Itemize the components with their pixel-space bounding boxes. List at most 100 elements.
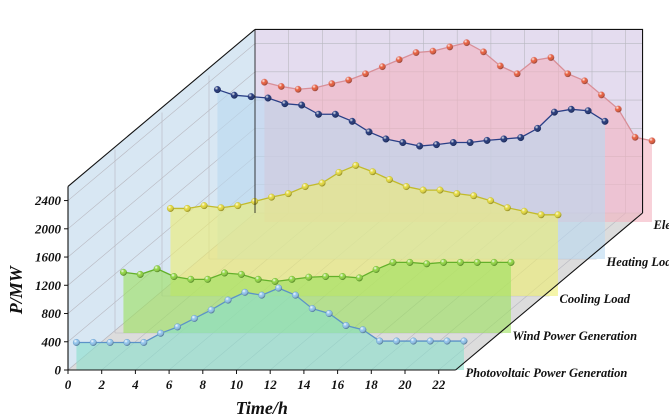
data-point-shade <box>352 162 360 169</box>
data-point-shade <box>416 142 423 150</box>
data-point-shade <box>298 101 305 109</box>
top-left-edge <box>67 29 256 187</box>
data-point-shade <box>359 326 367 334</box>
data-point-shade <box>487 197 494 204</box>
data-point-shade <box>339 273 346 280</box>
data-point-shade <box>389 259 397 266</box>
data-point-shade <box>204 276 211 283</box>
data-point-shade <box>315 110 322 118</box>
data-point-shade <box>446 43 454 51</box>
data-point-shade <box>393 337 400 345</box>
data-point-shade <box>311 84 319 92</box>
data-point-shade <box>261 78 268 86</box>
data-point-shade <box>170 273 178 280</box>
data-point-shade <box>123 339 131 346</box>
x-tick-label: 18 <box>365 377 379 392</box>
bottom-right-edge <box>455 212 643 371</box>
data-point-shade <box>294 85 302 93</box>
series-layer <box>72 39 656 370</box>
data-point-shade <box>530 57 538 64</box>
data-point-shade <box>412 49 420 56</box>
data-point-shade <box>631 133 639 141</box>
data-point-shade <box>258 291 266 299</box>
data-point-shade <box>89 339 97 346</box>
data-point-shade <box>426 337 434 345</box>
y-tick-label: 1600 <box>35 250 62 265</box>
data-point-shade <box>500 135 508 143</box>
data-point-shade <box>238 271 245 278</box>
data-point-shade <box>567 106 575 113</box>
data-point-shade <box>423 260 431 268</box>
data-point-shade <box>342 322 350 329</box>
x-tick-label: 4 <box>131 377 139 392</box>
data-point-shade <box>554 211 562 219</box>
data-point-shade <box>247 93 255 100</box>
data-point-shade <box>497 62 504 70</box>
x-tick-label: 10 <box>230 377 244 392</box>
data-point-shade <box>386 176 393 183</box>
x-axis-title: Time/h <box>236 398 288 418</box>
data-point-shade <box>406 259 414 266</box>
data-point-shade <box>369 168 376 176</box>
x-tick-label: 6 <box>166 377 173 392</box>
data-point-shade <box>264 94 272 102</box>
data-point-shade <box>318 179 326 187</box>
back-frame <box>255 28 644 213</box>
data-point-shade <box>537 211 545 219</box>
data-point-shade <box>214 86 221 93</box>
data-point-shade <box>490 259 498 266</box>
data-point-shade <box>470 192 478 200</box>
data-point-shade <box>403 183 410 190</box>
data-point-shade <box>157 329 164 337</box>
data-point-shade <box>419 186 427 194</box>
data-point-shade <box>305 273 313 281</box>
data-point-shade <box>480 48 487 56</box>
data-point-shade <box>187 276 195 283</box>
data-point-shade <box>292 291 299 299</box>
y-tick-label: 2000 <box>34 221 62 236</box>
data-point-shade <box>376 337 384 345</box>
series-label: Electrical Load <box>653 218 669 232</box>
data-point-shade <box>288 276 296 283</box>
data-point-shade <box>436 186 444 194</box>
x-tick-label: 12 <box>264 377 278 392</box>
data-point-shade <box>309 305 316 312</box>
data-point-shade <box>457 259 464 266</box>
data-point-shade <box>513 70 521 78</box>
data-point-shade <box>322 273 329 280</box>
data-point-shade <box>453 190 461 197</box>
data-point-shade <box>234 202 242 209</box>
data-point-shade <box>285 190 292 197</box>
data-point-shade <box>136 271 144 278</box>
data-point-shade <box>335 169 343 176</box>
series-label: Heating Load <box>606 255 669 269</box>
data-point-shade <box>191 315 198 322</box>
data-point-shade <box>483 137 491 144</box>
data-point-shade <box>362 70 369 78</box>
data-point-shade <box>254 276 262 283</box>
data-point-shade <box>534 125 541 132</box>
data-point-shade <box>268 193 275 201</box>
data-point-shade <box>379 63 386 70</box>
data-point-shade <box>207 306 215 314</box>
axes <box>64 200 440 374</box>
data-point-shade <box>507 259 515 266</box>
data-point-shade <box>217 204 225 212</box>
data-point-shade <box>167 205 174 212</box>
y-tick-label: 2400 <box>34 193 62 208</box>
data-point-shade <box>275 284 282 292</box>
series-area <box>76 288 464 370</box>
data-point-shade <box>348 118 356 125</box>
data-point-shade <box>429 47 437 55</box>
data-point-shade <box>271 278 279 285</box>
data-point-shade <box>140 339 148 346</box>
series-label: Cooling Load <box>560 292 631 306</box>
data-point-shade <box>345 76 352 84</box>
y-tick-label: 1200 <box>35 278 62 293</box>
data-point-shade <box>73 339 80 346</box>
series-label: Photovoltaic Power Generation <box>466 366 628 380</box>
y-tick-label: 0 <box>55 363 62 378</box>
data-point-shade <box>581 77 588 85</box>
data-point-shade <box>332 110 339 118</box>
